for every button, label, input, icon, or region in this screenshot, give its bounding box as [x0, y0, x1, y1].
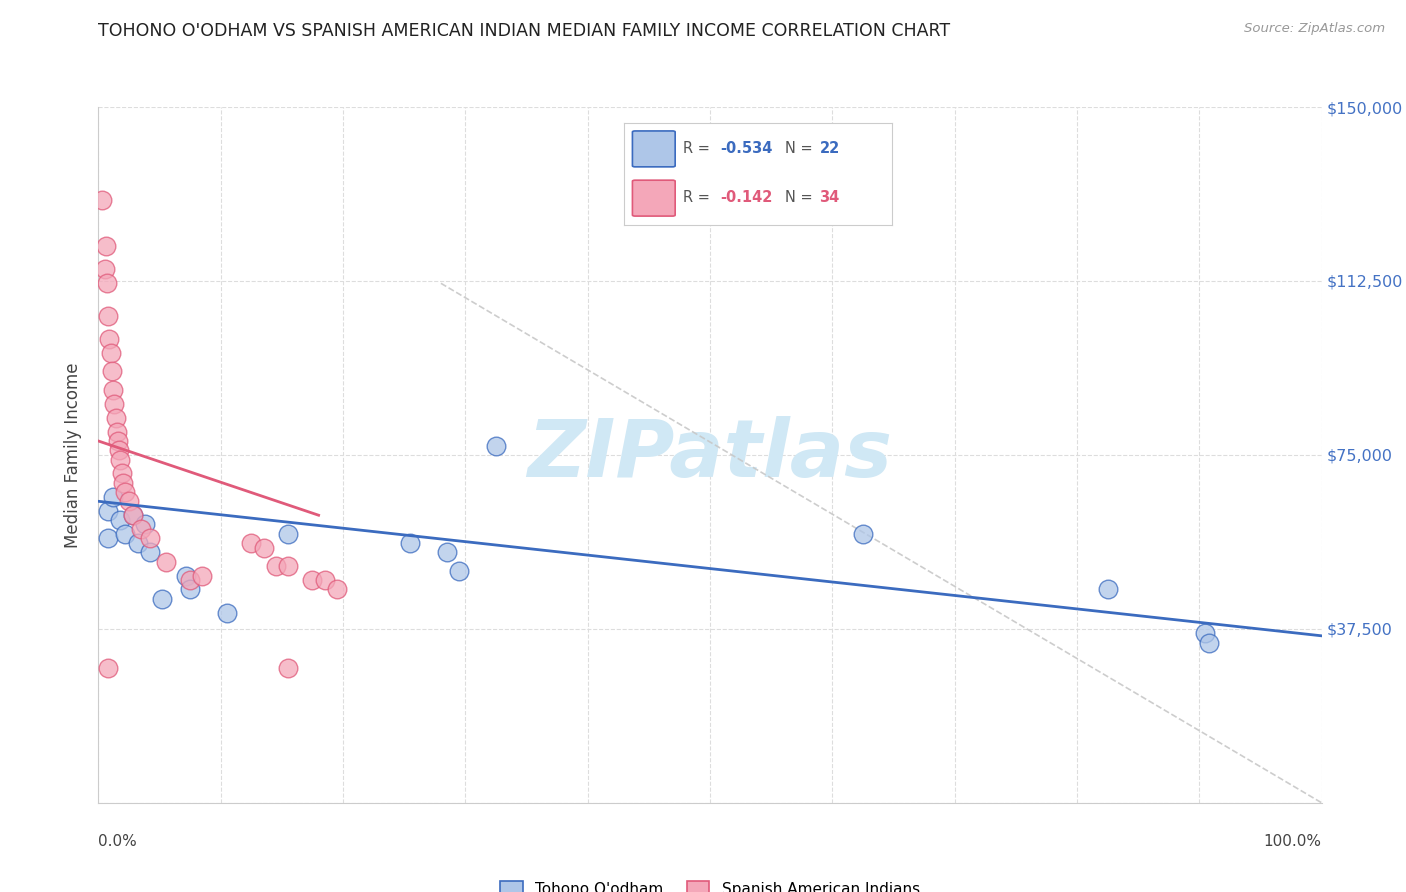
Text: -0.142: -0.142: [720, 190, 773, 205]
Point: [110, 513, 132, 527]
Point: [436, 545, 458, 559]
Point: [399, 536, 422, 550]
Point: [150, 591, 173, 606]
Point: [121, 508, 143, 523]
Point: [96, 277, 118, 291]
Point: [176, 568, 198, 582]
Text: N =: N =: [785, 142, 817, 156]
Point: [326, 582, 349, 597]
Point: [114, 485, 136, 500]
Point: [277, 559, 299, 574]
Text: TOHONO O'ODHAM VS SPANISH AMERICAN INDIAN MEDIAN FAMILY INCOME CORRELATION CHART: TOHONO O'ODHAM VS SPANISH AMERICAN INDIA…: [98, 22, 950, 40]
Point: [111, 475, 134, 490]
Text: N =: N =: [785, 190, 817, 205]
Text: ZIPatlas: ZIPatlas: [527, 416, 893, 494]
Point: [97, 532, 120, 546]
Point: [97, 309, 120, 323]
Point: [1194, 626, 1216, 640]
Y-axis label: Median Family Income: Median Family Income: [65, 362, 83, 548]
Point: [118, 494, 141, 508]
Point: [101, 383, 124, 397]
Point: [301, 573, 323, 587]
Text: Source: ZipAtlas.com: Source: ZipAtlas.com: [1244, 22, 1385, 36]
Point: [191, 568, 214, 582]
Point: [240, 536, 263, 550]
Point: [97, 503, 120, 517]
Point: [139, 545, 162, 559]
Point: [179, 573, 201, 587]
Text: 34: 34: [820, 190, 839, 205]
Point: [215, 606, 238, 620]
Point: [179, 582, 201, 597]
Point: [1097, 582, 1119, 597]
Point: [134, 517, 156, 532]
Text: R =: R =: [683, 190, 714, 205]
Text: -0.534: -0.534: [720, 142, 773, 156]
Text: R =: R =: [683, 142, 714, 156]
Point: [127, 536, 149, 550]
Point: [114, 526, 136, 541]
Point: [485, 439, 508, 453]
Point: [91, 193, 114, 207]
FancyBboxPatch shape: [633, 131, 675, 167]
Point: [97, 661, 120, 675]
Point: [108, 443, 131, 458]
Point: [93, 262, 115, 277]
Text: 22: 22: [820, 142, 839, 156]
Text: 100.0%: 100.0%: [1264, 834, 1322, 849]
Point: [252, 541, 274, 555]
Point: [277, 661, 299, 675]
Point: [100, 346, 122, 360]
Point: [98, 332, 121, 346]
Text: 0.0%: 0.0%: [98, 834, 138, 849]
Point: [103, 397, 125, 411]
Point: [110, 452, 132, 467]
Point: [129, 522, 152, 536]
Point: [449, 564, 471, 578]
Point: [121, 508, 143, 523]
Point: [277, 526, 299, 541]
Point: [139, 532, 162, 546]
Point: [94, 239, 117, 253]
Point: [105, 425, 128, 439]
Point: [111, 467, 134, 481]
Point: [104, 410, 127, 425]
Point: [264, 559, 287, 574]
FancyBboxPatch shape: [633, 180, 675, 216]
Point: [852, 526, 875, 541]
Point: [101, 490, 124, 504]
Point: [101, 364, 124, 378]
Point: [107, 434, 129, 448]
Legend: Tohono O'odham, Spanish American Indians: Tohono O'odham, Spanish American Indians: [494, 875, 927, 892]
Point: [1198, 636, 1220, 650]
Point: [155, 555, 177, 569]
Point: [314, 573, 336, 587]
